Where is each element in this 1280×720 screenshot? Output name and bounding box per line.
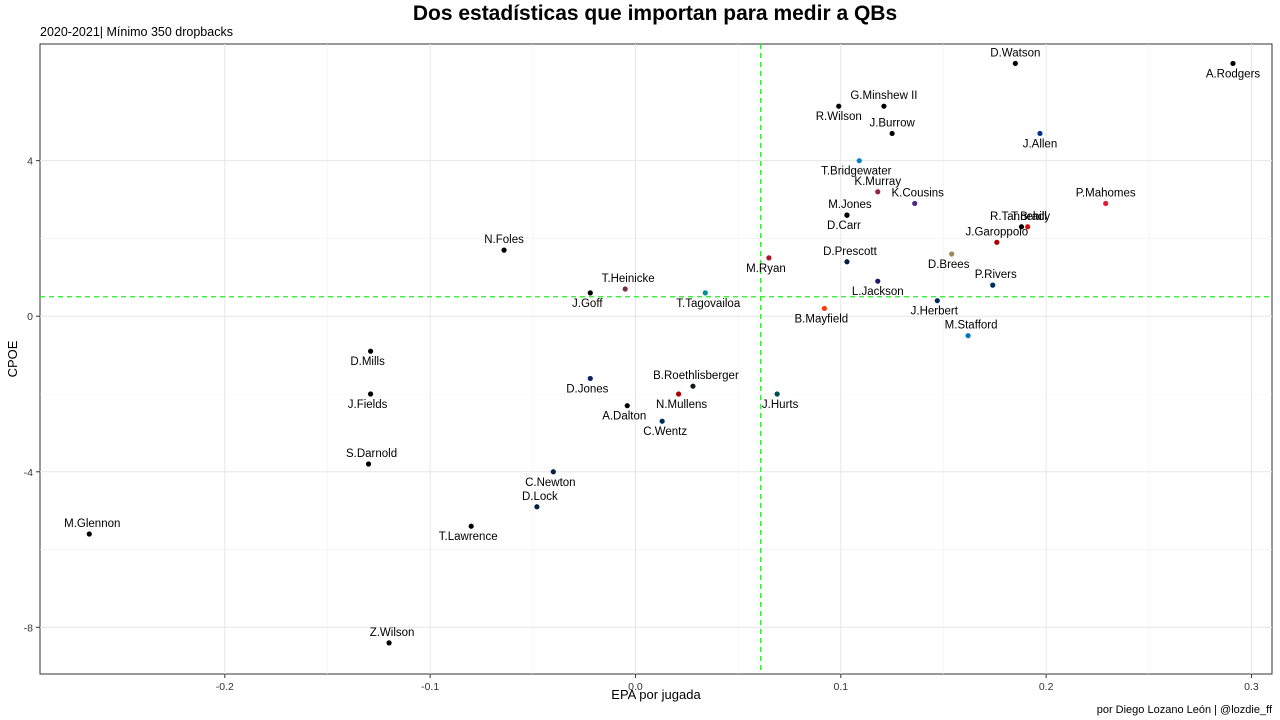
qb-label: Z.Wilson (370, 627, 415, 639)
qb-point (622, 286, 628, 292)
qb-label: J.Garoppolo (966, 226, 1029, 238)
qb-point (550, 469, 556, 475)
qb-point (990, 282, 996, 288)
qb-point (702, 290, 708, 296)
qb-label: S.Darnold (346, 448, 397, 460)
qb-label: J.Allen (1023, 138, 1058, 150)
qb-point (1012, 60, 1018, 67)
y-tick-label: 4 (27, 156, 33, 168)
x-axis-label: EPA por jugada (611, 687, 701, 702)
x-tick-label: -0.1 (421, 681, 439, 693)
chart-subtitle: 2020-2021| Mínimo 350 dropbacks (40, 25, 233, 39)
qb-point (1230, 60, 1236, 67)
qb-point (912, 200, 918, 207)
qb-point (86, 531, 92, 537)
qb-label: M.Ryan (746, 263, 786, 275)
qb-label: C.Wentz (643, 426, 687, 438)
x-tick-label: 0.2 (1039, 681, 1054, 693)
qb-point (821, 305, 827, 312)
qb-point (1018, 224, 1025, 230)
qb-label: T.Heinicke (602, 273, 655, 285)
qb-label: A.Dalton (602, 411, 646, 423)
qb-point (875, 189, 881, 195)
qb-label: P.Rivers (975, 269, 1017, 281)
qb-label: M.Jones (828, 199, 872, 211)
qb-label: R.Wilson (816, 111, 862, 123)
qb-label: R.Tannehill (990, 211, 1047, 223)
qb-label: J.Hurts (762, 399, 799, 411)
qb-point (1037, 130, 1043, 137)
qb-point (934, 298, 940, 304)
qb-label: A.Rodgers (1206, 68, 1261, 80)
qb-point (367, 348, 374, 354)
qb-point (965, 333, 971, 339)
qb-label: M.Stafford (945, 320, 998, 332)
qb-label: L.Jackson (852, 286, 904, 298)
qb-label: T.Bridgewater (821, 166, 891, 178)
y-tick-label: -4 (24, 467, 33, 479)
qb-label: J.Goff (572, 298, 603, 310)
qb-label: D.Watson (990, 47, 1040, 59)
x-tick-label: 0.1 (833, 681, 848, 693)
qb-label: T.Lawrence (439, 531, 498, 543)
x-tick-label: -0.2 (216, 681, 234, 693)
x-tick-label: 0.0 (628, 681, 643, 693)
qb-label: M.Glennon (64, 518, 120, 530)
qb-point (766, 255, 772, 261)
qb-label: J.Fields (348, 399, 388, 411)
qb-point (889, 130, 895, 137)
qb-point (949, 251, 955, 257)
qb-point (881, 103, 887, 109)
qb-label: D.Prescott (823, 246, 877, 258)
qb-label: D.Brees (928, 259, 970, 271)
qb-label: B.Mayfield (795, 313, 849, 325)
qb-point (534, 504, 540, 510)
qb-point (875, 278, 881, 284)
qb-point (994, 239, 1000, 245)
qb-point (675, 391, 682, 397)
qb-point (844, 212, 850, 218)
qb-point (386, 640, 392, 646)
qb-label: T.Brady (1011, 211, 1050, 223)
qb-point (1025, 224, 1031, 230)
qb-label: D.Jones (566, 383, 608, 395)
y-tick-label: 0 (27, 311, 33, 323)
qb-point (659, 418, 665, 424)
qb-point (774, 391, 780, 397)
qb-point (587, 375, 593, 382)
qb-label: N.Foles (484, 234, 524, 246)
x-tick-label: 0.3 (1244, 681, 1259, 693)
qb-label: C.Newton (525, 477, 576, 489)
y-tick-label: -8 (24, 622, 33, 634)
chart-title: Dos estadísticas que importan para medir… (412, 2, 898, 25)
qb-label: J.Herbert (911, 306, 959, 318)
qb-point (587, 290, 593, 296)
qb-point (844, 259, 850, 265)
qb-label: D.Mills (350, 356, 385, 368)
qb-label: P.Mahomes (1076, 187, 1136, 199)
y-axis-label: CPOE (5, 340, 20, 377)
qb-label: D.Carr (827, 220, 861, 232)
qb-point (468, 523, 474, 529)
qb-point (367, 391, 374, 397)
qb-point (856, 158, 862, 164)
qb-point (501, 247, 507, 253)
qb-point (365, 461, 372, 467)
qb-point (690, 383, 696, 389)
qb-label: D.Lock (522, 491, 558, 503)
qb-label: K.Cousins (892, 187, 945, 199)
qb-label: K.Murray (854, 176, 901, 188)
qb-label: N.Mullens (656, 399, 707, 411)
qb-label: G.Minshew II (850, 90, 917, 102)
qb-point (836, 103, 842, 109)
qb-label: J.Burrow (869, 117, 915, 129)
qb-point (624, 403, 630, 409)
qb-label: T.Tagovailoa (676, 298, 741, 310)
caption: por Diego Lozano León | @lozdie_ff (1096, 704, 1272, 716)
qb-point (1103, 200, 1109, 207)
qb-label: B.Roethlisberger (653, 370, 739, 382)
plot-panel (39, 43, 1273, 675)
